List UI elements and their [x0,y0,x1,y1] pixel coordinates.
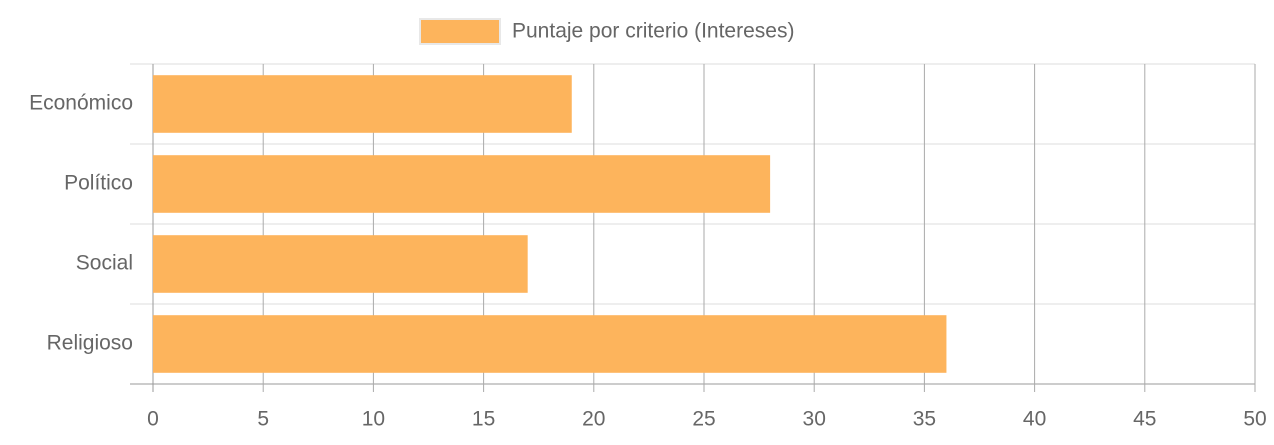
y-tick-label: Político [64,172,133,195]
x-tick-label: 10 [362,408,385,431]
x-tick-label: 5 [257,408,269,431]
bar [153,235,528,293]
x-tick-label: 35 [913,408,936,431]
y-tick-label: Social [76,252,133,275]
x-tick-label: 25 [692,408,715,431]
x-tick-label: 50 [1243,408,1266,431]
y-tick-label: Religioso [47,332,133,355]
x-tick-label: 45 [1133,408,1156,431]
x-tick-label: 40 [1023,408,1046,431]
x-tick-label: 30 [803,408,826,431]
legend-swatch [419,18,501,45]
bar [153,75,572,133]
legend-label: Puntaje por criterio (Intereses) [512,20,794,43]
x-tick-label: 0 [147,408,159,431]
bar [153,155,771,213]
y-tick-label: Económico [29,92,133,115]
x-tick-label: 20 [582,408,605,431]
bar [153,315,947,373]
x-tick-label: 15 [472,408,495,431]
